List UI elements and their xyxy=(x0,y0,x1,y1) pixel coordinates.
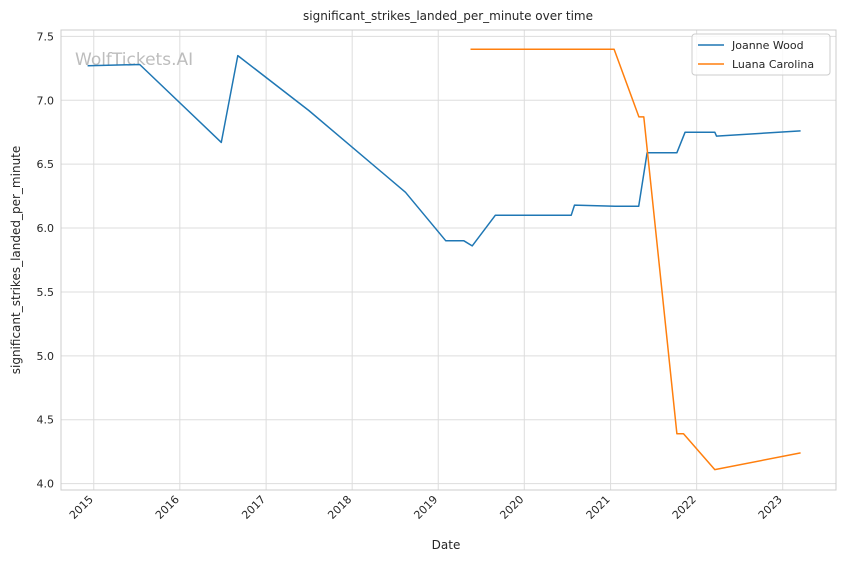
y-tick-label: 7.0 xyxy=(37,94,55,107)
grid xyxy=(61,30,836,490)
x-tick-label: 2019 xyxy=(411,493,440,522)
series-line-luana-carolina xyxy=(470,48,801,471)
watermark: WolfTickets.AI xyxy=(75,50,193,70)
x-tick-label: 2022 xyxy=(670,493,699,522)
x-axis-ticks: 2015 2016 2017 2018 2019 2020 2021 2022 2023 xyxy=(67,493,785,522)
y-tick-label: 6.5 xyxy=(37,158,55,171)
x-tick-label: 2018 xyxy=(325,493,354,522)
x-tick-label: 2016 xyxy=(153,493,182,522)
chart-title: significant_strikes_landed_per_minute ov… xyxy=(303,9,593,23)
y-tick-label: 6.0 xyxy=(37,222,55,235)
y-tick-label: 5.0 xyxy=(37,350,55,363)
x-tick-label: 2017 xyxy=(239,493,268,522)
legend: Joanne Wood Luana Carolina xyxy=(691,33,831,76)
x-tick-label: 2023 xyxy=(756,493,785,522)
y-tick-label: 4.5 xyxy=(37,414,55,427)
plot-frame xyxy=(60,29,837,491)
y-tick-label: 5.5 xyxy=(37,286,55,299)
y-axis-title: significant_strikes_landed_per_minute xyxy=(9,146,23,375)
legend-label-luana-carolina: Luana Carolina xyxy=(732,58,814,71)
x-tick-label: 2021 xyxy=(584,493,613,522)
y-axis-ticks: 4.0 4.5 5.0 5.5 6.0 6.5 7.0 7.5 xyxy=(37,30,55,490)
series-line-joanne-wood xyxy=(87,54,801,247)
series-layer xyxy=(87,48,801,471)
y-tick-label: 4.0 xyxy=(37,478,55,491)
x-tick-label: 2020 xyxy=(497,493,526,522)
legend-label-joanne-wood: Joanne Wood xyxy=(731,39,804,52)
x-axis-title: Date xyxy=(432,538,461,552)
x-tick-label: 2015 xyxy=(67,493,96,522)
legend-frame xyxy=(691,33,831,76)
y-tick-label: 7.5 xyxy=(37,30,55,43)
